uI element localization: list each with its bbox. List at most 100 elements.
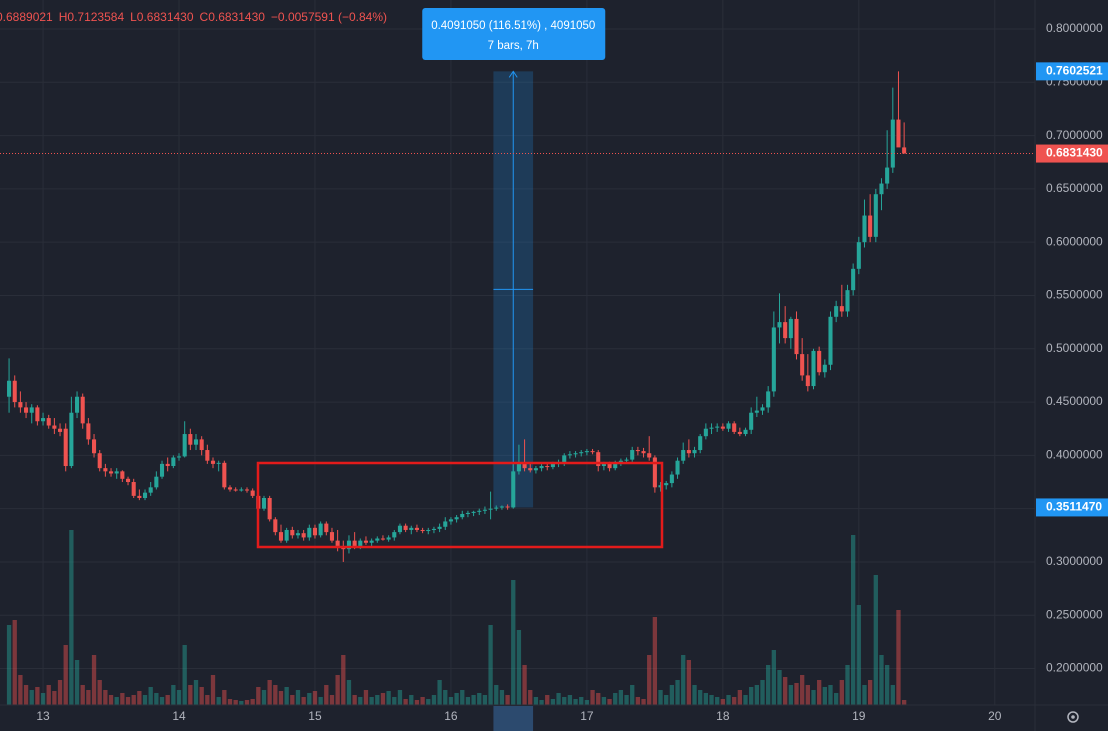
volume-bar [890, 685, 895, 705]
volume-bar [244, 700, 250, 705]
volume-bar [205, 695, 210, 705]
candle-body [397, 525, 402, 533]
candle-body [295, 533, 301, 536]
volume-bar [862, 685, 867, 705]
candle-body [664, 483, 669, 486]
annotation-box [256, 461, 664, 549]
candle-body [273, 519, 278, 533]
candle-body [227, 487, 233, 490]
candle-body [324, 523, 329, 533]
candle-body [312, 527, 318, 536]
volume-bar [613, 693, 618, 705]
y-tick-label: 0.6500000 [1046, 181, 1103, 195]
candle-body [267, 497, 272, 520]
volume-bar [278, 691, 284, 705]
candle-body [590, 451, 595, 453]
volume-bar [443, 690, 448, 705]
volume-bar [550, 699, 556, 705]
candle-body [794, 318, 799, 355]
volume-bar [522, 665, 527, 705]
volume-bar [845, 665, 850, 705]
candle-body [732, 423, 737, 432]
volume-bar [420, 697, 425, 705]
volume-bar [471, 695, 476, 705]
volume-bar [709, 695, 714, 705]
volume-bar [545, 695, 550, 705]
candle-body [329, 532, 335, 541]
volume-bar [437, 680, 442, 705]
volume-bar [154, 693, 159, 705]
volume-bar [737, 690, 743, 705]
x-tick-label: 15 [308, 709, 322, 723]
candle-body [817, 350, 822, 373]
volume-bar [630, 685, 635, 705]
volume-bar [295, 690, 301, 705]
measure-axis-highlight [493, 706, 534, 731]
candle-body [358, 540, 363, 546]
volume-bar [788, 685, 793, 705]
candle-body [148, 487, 153, 493]
volume-bar [562, 697, 567, 705]
y-tick-label: 0.4000000 [1046, 448, 1103, 462]
volume-bar [448, 697, 454, 705]
volume-bar [766, 665, 771, 705]
settings-gear[interactable] [1067, 711, 1079, 723]
volume-bar [52, 691, 57, 705]
volume-bar [74, 660, 80, 705]
candle-body [885, 167, 890, 184]
volume-bar [91, 655, 97, 705]
candle-body [539, 466, 544, 469]
x-tick-label: 19 [852, 709, 866, 723]
volume-bar [256, 687, 261, 705]
volume-bar [715, 697, 720, 705]
volume-bar [834, 693, 839, 705]
volume-bar [324, 685, 329, 705]
candle-body [726, 423, 731, 429]
axes: 0.20000000.25000000.30000000.35000000.40… [0, 21, 1108, 723]
volume-bar [165, 695, 170, 705]
volume-bar [46, 685, 51, 705]
candle-body [579, 452, 584, 454]
volume-bar [675, 680, 680, 705]
volume-bar [193, 680, 199, 705]
candle-body [856, 242, 861, 269]
candle-body [703, 428, 708, 437]
candle-body [822, 364, 827, 373]
volume-bar [720, 699, 726, 705]
volume-bar [596, 693, 601, 705]
candle-body [851, 268, 856, 291]
candle-body [58, 428, 63, 432]
candle-body [12, 380, 17, 403]
volume-bar [664, 695, 669, 705]
volume-bar [392, 697, 397, 705]
volume-bar [23, 685, 29, 705]
volume-bar [817, 680, 822, 705]
candle-body [120, 471, 125, 479]
legend-item: C0.6831430 [200, 10, 266, 24]
volume-bar [494, 685, 499, 705]
volume-bar [573, 699, 578, 705]
candle-body [199, 439, 204, 451]
candle-body [154, 476, 159, 488]
volume-bar [601, 697, 607, 705]
volume-bar [624, 695, 629, 705]
volume-bar [290, 695, 295, 705]
volume-bar [363, 690, 369, 705]
candle-body [511, 471, 516, 508]
volume-bar [358, 697, 363, 705]
candle-body [335, 540, 340, 546]
candle-body [528, 468, 533, 471]
candle-body [352, 540, 357, 546]
volume-bar [511, 580, 516, 705]
candle-body [244, 489, 250, 491]
settings-icon[interactable] [1067, 711, 1079, 723]
volume-bar [777, 670, 782, 705]
volume-bar [641, 699, 646, 705]
volume-bar [188, 685, 193, 705]
volume-bar [380, 693, 386, 705]
candle-body [720, 426, 725, 429]
candle-body [879, 183, 884, 195]
volume-bar [652, 617, 658, 705]
volume-bar [567, 695, 573, 705]
candle-body [635, 450, 640, 452]
